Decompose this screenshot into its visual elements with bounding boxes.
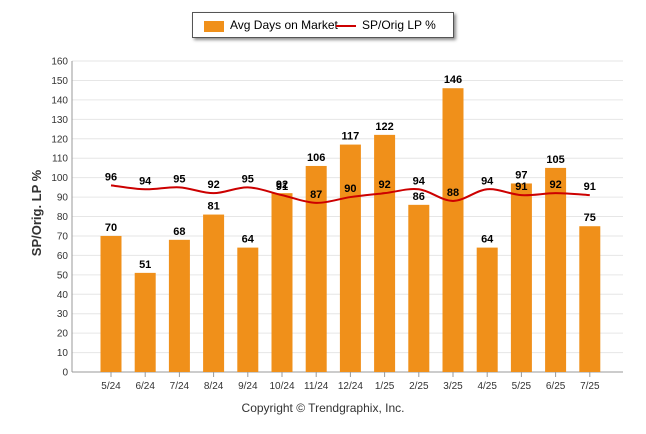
x-tick-label: 12/24 bbox=[338, 381, 363, 392]
x-tick-label: 6/24 bbox=[135, 381, 155, 392]
line-value-label: 94 bbox=[481, 175, 494, 187]
bar bbox=[545, 167, 567, 372]
legend-bar-label: Avg Days on Market bbox=[230, 18, 338, 32]
y-tick-label: 20 bbox=[57, 329, 69, 340]
bar-value-label: 117 bbox=[342, 131, 360, 143]
line-value-label: 95 bbox=[173, 173, 185, 185]
bar bbox=[271, 193, 293, 372]
bar-value-label: 97 bbox=[515, 169, 527, 181]
line-value-label: 92 bbox=[378, 179, 390, 191]
x-tick-label: 5/25 bbox=[512, 381, 532, 392]
y-axis-label: SP/Orig. LP % bbox=[29, 169, 44, 256]
y-tick-label: 80 bbox=[57, 212, 69, 223]
bar-value-label: 92 bbox=[276, 179, 288, 191]
bar bbox=[203, 214, 225, 372]
x-tick-label: 10/24 bbox=[269, 381, 294, 392]
line-value-label: 94 bbox=[413, 175, 426, 187]
y-tick-label: 150 bbox=[51, 76, 68, 87]
line-value-label: 88 bbox=[447, 187, 459, 199]
y-tick-label: 10 bbox=[57, 348, 69, 359]
data-labels: 70 51 68 81 64 92 106 117 122 86 146 64 97 105 75 96 94 9… bbox=[105, 74, 596, 271]
bar-value-label: 86 bbox=[413, 191, 425, 203]
x-tick-label: 2/25 bbox=[409, 381, 429, 392]
y-tick-label: 30 bbox=[57, 309, 69, 320]
bar bbox=[100, 235, 122, 372]
legend: Avg Days on Market SP/Orig LP % bbox=[192, 12, 454, 38]
bar-value-label: 51 bbox=[139, 259, 151, 271]
y-tick-label: 90 bbox=[57, 193, 69, 204]
bar bbox=[168, 239, 190, 372]
bar-value-label: 105 bbox=[546, 154, 564, 166]
x-tick-label: 9/24 bbox=[238, 381, 258, 392]
y-tick-label: 40 bbox=[57, 290, 69, 301]
line-value-label: 94 bbox=[139, 175, 152, 187]
x-tick-label: 1/25 bbox=[375, 381, 395, 392]
bar-value-label: 75 bbox=[584, 212, 596, 224]
line-value-label: 90 bbox=[344, 183, 356, 195]
line-series bbox=[110, 184, 590, 204]
y-tick-label: 110 bbox=[52, 154, 68, 165]
y-tick-label: 100 bbox=[51, 173, 68, 184]
bar-value-label: 64 bbox=[481, 234, 494, 246]
bar-value-label: 106 bbox=[307, 152, 325, 164]
x-tick-label: 11/24 bbox=[304, 381, 329, 392]
x-tick-label: 8/24 bbox=[204, 381, 224, 392]
bar-series bbox=[100, 88, 601, 373]
legend-bar-swatch bbox=[204, 21, 224, 32]
line-value-label: 92 bbox=[207, 179, 219, 191]
line-path bbox=[110, 184, 590, 204]
y-tick-label: 160 bbox=[51, 57, 68, 68]
bar-value-label: 81 bbox=[207, 201, 219, 213]
bar-value-label: 122 bbox=[375, 121, 393, 133]
bar-value-label: 68 bbox=[173, 226, 185, 238]
bar bbox=[305, 165, 327, 372]
y-tick-label: 50 bbox=[57, 270, 69, 281]
bar-value-label: 64 bbox=[242, 234, 255, 246]
line-value-label: 91 bbox=[276, 181, 288, 193]
bar bbox=[476, 247, 498, 372]
y-tick-label: 0 bbox=[62, 368, 68, 379]
y-tick-label: 60 bbox=[57, 251, 69, 262]
bar bbox=[510, 183, 532, 372]
line-value-label: 87 bbox=[310, 189, 322, 201]
bar bbox=[237, 247, 259, 372]
legend-line-label: SP/Orig LP % bbox=[362, 18, 436, 32]
x-tick-label: 3/25 bbox=[443, 381, 463, 392]
y-tick-label: 120 bbox=[51, 134, 68, 145]
line-value-label: 91 bbox=[515, 181, 527, 193]
x-tick-label: 7/24 bbox=[170, 381, 190, 392]
y-tick-label: 130 bbox=[51, 115, 68, 126]
x-tick-label: 6/25 bbox=[546, 381, 566, 392]
y-tick-label: 70 bbox=[57, 231, 69, 242]
line-value-label: 95 bbox=[242, 173, 254, 185]
x-tick-label: 7/25 bbox=[580, 381, 600, 392]
bar bbox=[339, 144, 361, 372]
y-tick-label: 140 bbox=[51, 95, 68, 106]
line-value-label: 96 bbox=[105, 171, 117, 183]
bar bbox=[579, 226, 601, 372]
bar-value-label: 146 bbox=[444, 74, 462, 86]
bar bbox=[442, 88, 464, 373]
copyright-text: Copyright © Trendgraphix, Inc. bbox=[241, 401, 405, 415]
bar bbox=[374, 134, 396, 372]
bar-value-label: 70 bbox=[105, 222, 117, 234]
bar bbox=[134, 272, 156, 372]
x-tick-label: 4/25 bbox=[477, 381, 497, 392]
x-tick-label: 5/24 bbox=[101, 381, 121, 392]
legend-line-swatch bbox=[336, 25, 356, 27]
line-value-label: 92 bbox=[549, 179, 561, 191]
bar bbox=[408, 204, 430, 372]
line-value-label: 91 bbox=[584, 181, 596, 193]
